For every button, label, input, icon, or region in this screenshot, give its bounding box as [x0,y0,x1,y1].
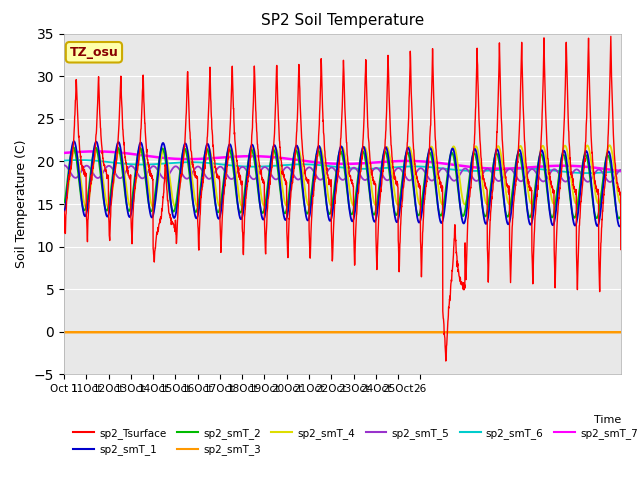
Text: Time: Time [593,415,621,425]
Title: SP2 Soil Temperature: SP2 Soil Temperature [260,13,424,28]
Text: TZ_osu: TZ_osu [70,46,118,59]
Y-axis label: Soil Temperature (C): Soil Temperature (C) [15,140,28,268]
Legend: sp2_Tsurface, sp2_smT_1, sp2_smT_2, sp2_smT_3, sp2_smT_4, sp2_smT_5, sp2_smT_6, : sp2_Tsurface, sp2_smT_1, sp2_smT_2, sp2_… [69,424,640,459]
